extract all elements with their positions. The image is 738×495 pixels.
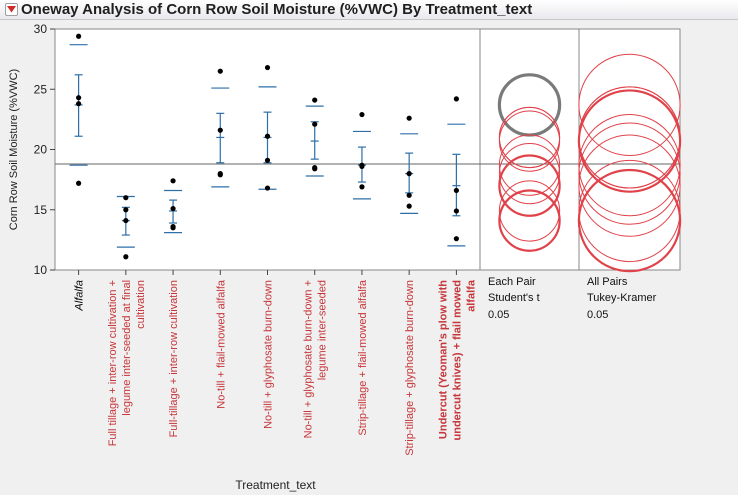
x-category-label-line: No-till + glyphosate burn-down <box>263 280 275 429</box>
data-point <box>170 205 176 212</box>
y-tick-label: 15 <box>34 203 48 217</box>
comparison-circle <box>578 114 681 217</box>
x-category-label: No-till + glyphosate burn-down + legume i… <box>303 280 329 438</box>
x-category-label: Alfalfa <box>74 280 86 312</box>
x-axis-label: Treatment_text <box>235 478 316 492</box>
data-point <box>264 185 271 191</box>
comparison-circle <box>578 134 681 237</box>
data-point <box>359 111 365 118</box>
x-category-label: Strip-tillage + glyphosate burn-down <box>404 280 416 456</box>
data-point <box>453 236 459 242</box>
x-category-label-line: cultivation <box>135 280 147 329</box>
data-point <box>453 187 459 194</box>
data-point <box>76 180 82 186</box>
y-tick-label: 10 <box>34 263 48 277</box>
data-point <box>123 195 129 201</box>
x-category-label-line: legume inter-seeded <box>317 280 329 380</box>
x-category-label-line: Strip-tillage + flail-mowed alfalfa <box>357 279 369 435</box>
comparison-circle <box>578 159 681 263</box>
comparison-panel-name: Each Pair <box>488 276 536 288</box>
y-tick-label: 20 <box>34 143 48 157</box>
x-category-label: Full tillage + inter-row cultivation + le… <box>107 280 147 446</box>
comparison-circle <box>498 154 561 217</box>
x-category-label: No-till + glyphosate burn-down <box>263 280 275 429</box>
data-point <box>123 217 129 224</box>
x-category-label: Undercut (Yeoman's plow with undercut kni… <box>437 279 477 440</box>
data-point <box>453 96 459 102</box>
y-tick-label: 25 <box>34 82 48 96</box>
data-point <box>123 254 129 260</box>
x-category-label-line: No-till + flail-mowed alfalfa <box>215 279 227 409</box>
x-category-label-line: Full tillage + inter-row cultivation + <box>107 280 119 446</box>
x-category-label: Strip-tillage + flail-mowed alfalfa <box>357 279 369 435</box>
x-category-label-line: Alfalfa <box>74 280 86 312</box>
comparison-circle <box>498 134 561 196</box>
comparison-circle <box>498 180 561 242</box>
x-category-label-line: undercut knives) + flail mowed <box>451 280 463 440</box>
x-category-label-line: Strip-tillage + glyphosate burn-down <box>404 280 416 456</box>
data-point <box>312 121 318 127</box>
data-point <box>217 127 223 133</box>
y-tick-label: 30 <box>34 22 48 36</box>
comparison-circle <box>577 89 682 193</box>
comparison-circle <box>578 53 681 157</box>
comparison-circle <box>578 122 681 225</box>
x-category-label-line: Full-tillage + inter-row cultivation <box>168 280 180 437</box>
comparison-circle <box>498 142 561 205</box>
data-point <box>406 115 412 121</box>
data-point <box>406 203 412 209</box>
data-point <box>217 172 223 178</box>
x-category-label-line: legume inter-seeded at final <box>121 280 133 416</box>
comparison-panel-2-frame <box>578 28 681 271</box>
x-category-label: No-till + flail-mowed alfalfa <box>215 279 227 409</box>
data-point <box>170 225 176 231</box>
data-point <box>264 133 271 139</box>
comparison-circle <box>498 189 561 252</box>
data-point <box>170 178 176 184</box>
data-point <box>312 166 318 172</box>
comparison-panel-alpha: 0.05 <box>587 309 608 321</box>
data-point <box>76 95 82 101</box>
data-point <box>453 208 459 214</box>
x-category-label-line: Undercut (Yeoman's plow with <box>437 280 449 439</box>
data-point <box>264 157 271 163</box>
data-point <box>264 64 271 71</box>
comparison-circle <box>577 168 682 273</box>
x-category-label-line: No-till + glyphosate burn-down + <box>303 280 315 438</box>
data-point <box>76 101 82 107</box>
comparison-panel-test: Tukey-Kramer <box>587 292 657 304</box>
comparison-panel-test: Student's t <box>488 292 540 304</box>
comparison-panel-alpha: 0.05 <box>488 309 509 321</box>
comparison-panel-1-frame <box>479 28 580 271</box>
report-title-bar: Oneway Analysis of Corn Row Soil Moistur… <box>0 0 738 20</box>
y-axis-label: Corn Row Soil Moisture (%VWC) <box>8 69 20 230</box>
data-point <box>123 207 129 213</box>
data-point <box>312 97 318 103</box>
data-point <box>217 68 223 74</box>
data-point <box>406 171 412 177</box>
comparison-circle <box>498 110 561 172</box>
data-point <box>359 163 365 169</box>
data-point <box>76 33 82 39</box>
comparison-panel-name: All Pairs <box>587 276 628 288</box>
report-title: Oneway Analysis of Corn Row Soil Moistur… <box>21 1 533 18</box>
x-category-label: Full-tillage + inter-row cultivation <box>168 280 180 437</box>
x-category-label-line: alfalfa <box>465 279 477 312</box>
data-point <box>406 192 412 198</box>
data-point <box>359 184 365 190</box>
disclosure-red-triangle-icon[interactable] <box>5 3 18 16</box>
